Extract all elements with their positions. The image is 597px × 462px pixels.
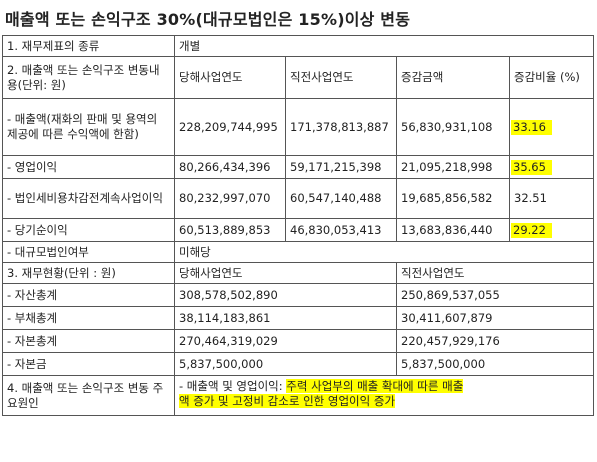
main-cause-cell: - 매출액 및 영업이익: 주력 사업부의 매출 확대에 따른 매출 액 증가 … bbox=[173, 375, 595, 416]
large-corp-label: - 대규모법인여부 bbox=[2, 241, 175, 263]
cell-current: 5,837,500,000 bbox=[174, 352, 397, 376]
cell-change: 56,830,931,108 bbox=[396, 98, 510, 156]
cell-prior: 59,171,215,398 bbox=[285, 155, 397, 179]
cell-change: 13,683,836,440 bbox=[396, 218, 510, 242]
section3-header-row: 3. 재무현황(단위 : 원) 당해사업연도 직전사업연도 bbox=[2, 262, 595, 284]
section3-header-prior: 직전사업연도 bbox=[395, 262, 595, 284]
header-change-amount: 증감금액 bbox=[396, 56, 510, 99]
section3-label: 3. 재무현황(단위 : 원) bbox=[2, 262, 175, 284]
cell-prior: 250,869,537,055 bbox=[395, 283, 595, 307]
statement-type-label: 1. 재무제표의 종류 bbox=[2, 35, 175, 57]
cell-prior: 60,547,140,488 bbox=[285, 178, 397, 219]
row-label-operating-profit: - 영업이익 bbox=[2, 155, 175, 179]
table-row: - 자산총계 308,578,502,890 250,869,537,055 bbox=[2, 283, 595, 307]
table-row: - 부채총계 38,114,183,861 30,411,607,879 bbox=[2, 306, 595, 330]
header-prior-year: 직전사업연도 bbox=[285, 56, 397, 99]
main-cause-highlight-a: 주력 사업부의 매출 확대에 따른 매출 bbox=[286, 379, 464, 393]
row-label-total-equity: - 자본총계 bbox=[2, 329, 175, 353]
cell-current: 60,513,889,853 bbox=[174, 218, 286, 242]
page-title: 매출액 또는 손익구조 30%(대규모법인은 15%)이상 변동 bbox=[5, 10, 411, 29]
cell-prior: 5,837,500,000 bbox=[395, 352, 595, 376]
section4-label: 4. 매출액 또는 손익구조 변동 주요원인 bbox=[2, 375, 175, 416]
row-label-net-income: - 당기순이익 bbox=[2, 218, 175, 242]
table-row: - 자본총계 270,464,319,029 220,457,929,176 bbox=[2, 329, 595, 353]
cell-prior: 30,411,607,879 bbox=[395, 306, 595, 330]
cell-ratio: 29.22 bbox=[508, 218, 595, 242]
cell-prior: 171,378,813,887 bbox=[285, 98, 397, 156]
table-row: - 자본금 5,837,500,000 5,837,500,000 bbox=[2, 352, 595, 376]
section3-header-current: 당해사업연도 bbox=[174, 262, 397, 284]
statement-type-row: 1. 재무제표의 종류 개별 bbox=[2, 35, 595, 57]
ratio-highlight: 29.22 bbox=[511, 222, 552, 238]
table-row: - 매출액(재화의 판매 및 용역의 제공에 따른 수익액에 한함) 228,2… bbox=[2, 98, 595, 156]
row-label-total-liabilities: - 부채총계 bbox=[2, 306, 175, 330]
cell-ratio: 35.65 bbox=[508, 155, 595, 179]
cell-current: 80,266,434,396 bbox=[174, 155, 286, 179]
ratio-highlight: 33.16 bbox=[511, 119, 552, 135]
cell-current: 270,464,319,029 bbox=[174, 329, 397, 353]
cell-prior: 46,830,053,413 bbox=[285, 218, 397, 242]
statement-type-value: 개별 bbox=[173, 35, 595, 57]
table-row: - 영업이익 80,266,434,396 59,171,215,398 21,… bbox=[2, 155, 595, 179]
row-label-pretax-income: - 법인세비용차감전계속사업이익 bbox=[2, 178, 175, 219]
row-label-capital-stock: - 자본금 bbox=[2, 352, 175, 376]
disclosure-table: 1. 재무제표의 종류 개별 2. 매출액 또는 손익구조 변동내용(단위: 원… bbox=[2, 35, 595, 416]
header-current-year: 당해사업연도 bbox=[174, 56, 286, 99]
cell-current: 228,209,744,995 bbox=[174, 98, 286, 156]
header-change-ratio: 증감비율 (%) bbox=[508, 56, 595, 99]
large-corp-value: 미해당 bbox=[173, 241, 595, 263]
cell-ratio: 33.16 bbox=[508, 98, 595, 156]
row-label-total-assets: - 자산총계 bbox=[2, 283, 175, 307]
table-row: - 법인세비용차감전계속사업이익 80,232,997,070 60,547,1… bbox=[2, 178, 595, 219]
main-cause-row: 4. 매출액 또는 손익구조 변동 주요원인 - 매출액 및 영업이익: 주력 … bbox=[2, 375, 595, 416]
cell-current: 38,114,183,861 bbox=[174, 306, 397, 330]
section2-header-row: 2. 매출액 또는 손익구조 변동내용(단위: 원) 당해사업연도 직전사업연도… bbox=[2, 56, 595, 99]
table-row: - 당기순이익 60,513,889,853 46,830,053,413 13… bbox=[2, 218, 595, 242]
main-cause-prefix: - 매출액 및 영업이익: bbox=[179, 379, 287, 393]
cell-ratio: 32.51 bbox=[508, 178, 595, 219]
cell-change: 19,685,856,582 bbox=[396, 178, 510, 219]
cell-current: 80,232,997,070 bbox=[174, 178, 286, 219]
row-label-revenue: - 매출액(재화의 판매 및 용역의 제공에 따른 수익액에 한함) bbox=[2, 98, 175, 156]
cell-change: 21,095,218,998 bbox=[396, 155, 510, 179]
cell-current: 308,578,502,890 bbox=[174, 283, 397, 307]
ratio-highlight: 35.65 bbox=[511, 159, 552, 175]
main-cause-highlight-b: 액 증가 및 고정비 감소로 인한 영업이익 증가 bbox=[179, 394, 396, 408]
large-corp-row: - 대규모법인여부 미해당 bbox=[2, 241, 595, 263]
section2-label: 2. 매출액 또는 손익구조 변동내용(단위: 원) bbox=[2, 56, 175, 99]
cell-prior: 220,457,929,176 bbox=[395, 329, 595, 353]
